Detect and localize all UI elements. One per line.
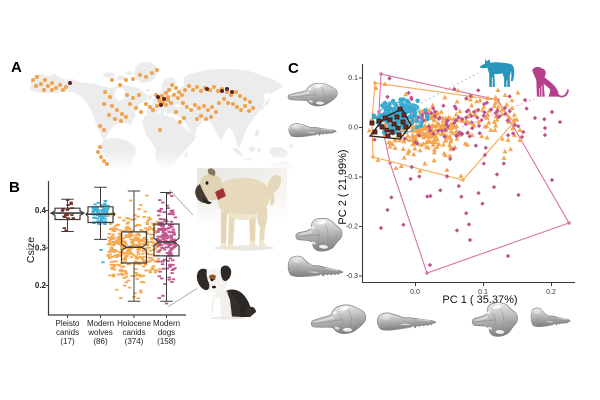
- svg-text:(374): (374): [125, 337, 144, 346]
- svg-text:-0.2: -0.2: [346, 223, 358, 230]
- svg-text:Csize: Csize: [25, 237, 37, 263]
- svg-text:canids: canids: [122, 328, 145, 337]
- svg-text:0.0: 0.0: [348, 124, 358, 131]
- svg-text:Pleisto: Pleisto: [55, 319, 80, 328]
- svg-text:0.0: 0.0: [410, 289, 420, 296]
- svg-text:PC 1 ( 35.37%): PC 1 ( 35.37%): [442, 294, 517, 306]
- svg-text:(158): (158): [157, 337, 176, 346]
- svg-text:-0.3: -0.3: [346, 273, 358, 280]
- svg-text:A: A: [11, 59, 22, 76]
- svg-text:Holocene: Holocene: [117, 319, 151, 328]
- svg-text:B: B: [9, 179, 20, 196]
- svg-text:0.3: 0.3: [35, 244, 47, 253]
- svg-text:wolves: wolves: [87, 328, 112, 337]
- svg-text:0.2: 0.2: [546, 289, 556, 296]
- svg-text:0.1: 0.1: [348, 75, 358, 82]
- svg-text:-0.1: -0.1: [346, 174, 358, 181]
- svg-text:0.4: 0.4: [35, 206, 47, 215]
- svg-text:0.1: 0.1: [478, 289, 488, 296]
- svg-text:Modern: Modern: [153, 319, 180, 328]
- svg-text:dogs: dogs: [158, 328, 175, 337]
- svg-text:(17): (17): [60, 337, 75, 346]
- svg-text:C: C: [288, 60, 299, 77]
- svg-text:Modern: Modern: [87, 319, 114, 328]
- svg-text:canids: canids: [56, 328, 79, 337]
- svg-text:PC 2 ( 21.99%): PC 2 ( 21.99%): [337, 149, 349, 224]
- svg-text:(86): (86): [93, 337, 108, 346]
- svg-text:0.2: 0.2: [35, 281, 47, 290]
